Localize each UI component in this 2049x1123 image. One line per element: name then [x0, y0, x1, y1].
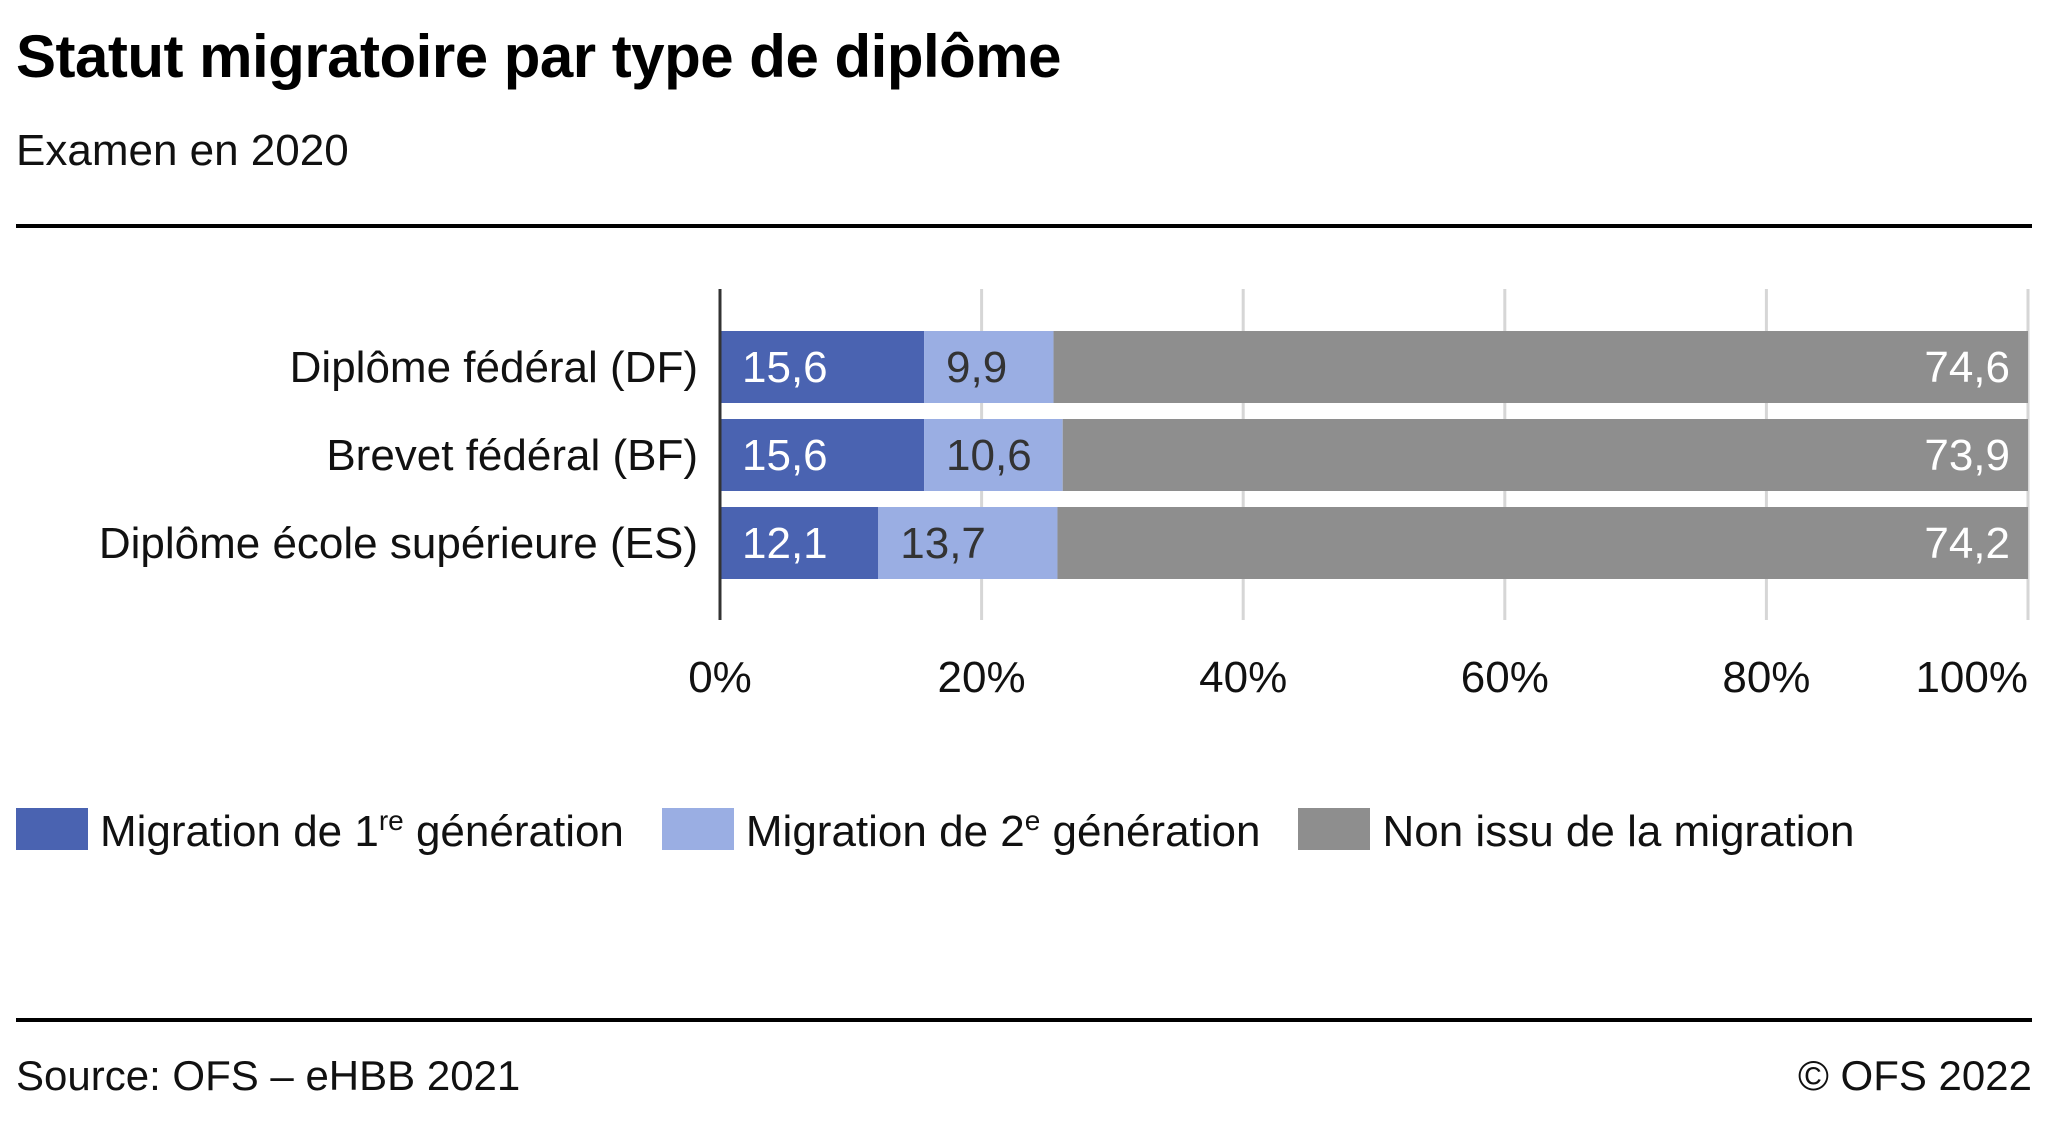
- data-label: 12,1: [742, 519, 828, 568]
- x-tick-label: 80%: [1722, 653, 1810, 702]
- stacked-bar-chart: 15,6 9,9 74,6 Diplôme fédéral (DF) 15,6 10,6 7…: [99, 289, 2030, 702]
- data-label: 73,9: [1924, 431, 2010, 480]
- legend-item: Migration de 1re génération: [16, 807, 624, 856]
- copyright-note: © OFS 2022: [1797, 1052, 2032, 1099]
- x-tick-label: 100%: [1915, 653, 2028, 702]
- x-tick-label: 0%: [688, 653, 752, 702]
- legend-item: Migration de 2e génération: [661, 805, 1261, 856]
- category-label: Brevet fédéral (BF): [326, 431, 698, 480]
- legend-item: Non issu de la migration: [1298, 807, 1855, 856]
- data-label: 74,2: [1924, 519, 2010, 568]
- source-note: Source: OFS – eHBB 2021: [16, 1052, 521, 1099]
- bar-segment-3-row-1: [1053, 331, 2028, 403]
- legend-label: Migration de 2: [745, 807, 1025, 856]
- category-label: Diplôme fédéral (DF): [290, 343, 698, 392]
- data-label: 9,9: [946, 343, 1007, 392]
- data-label: 15,6: [742, 431, 828, 480]
- x-tick-label: 40%: [1199, 653, 1287, 702]
- bar-segment-1-row-3: [720, 507, 879, 579]
- bar-segment-2-row-1: [924, 331, 1054, 403]
- x-tick-label: 60%: [1461, 653, 1549, 702]
- bottom-divider: [16, 1018, 2032, 1022]
- legend-label: Non issu de la migration: [1382, 807, 1855, 856]
- legend: Migration de 1re génération Migration de …: [16, 796, 1896, 868]
- bar-segment-3-row-3: [1057, 507, 2028, 579]
- x-tick-label: 20%: [938, 653, 1026, 702]
- bar-segment-2-row-3: [878, 507, 1058, 579]
- bar-segment-1-row-1: [720, 331, 925, 403]
- bar-segment-3-row-2: [1062, 419, 2028, 491]
- legend-swatch: [1298, 808, 1371, 850]
- data-label: 74,6: [1924, 343, 2010, 392]
- bar-segment-1-row-2: [720, 419, 925, 491]
- legend-label-superscript: re: [378, 805, 404, 836]
- bar-segment-2-row-2: [924, 419, 1063, 491]
- legend-swatch: [16, 808, 88, 850]
- data-label: 13,7: [900, 519, 986, 568]
- data-label: 15,6: [742, 343, 828, 392]
- legend-label-suffix: génération: [1040, 807, 1261, 856]
- legend-swatch: [661, 808, 734, 850]
- category-label: Diplôme école supérieure (ES): [99, 519, 698, 568]
- chart-subtitle: Examen en 2020: [16, 126, 349, 175]
- chart-title: Statut migratoire par type de diplôme: [16, 23, 1062, 90]
- top-divider: [16, 224, 2032, 228]
- legend-label: Migration de 1: [100, 807, 379, 856]
- legend-label-suffix: génération: [403, 807, 624, 856]
- data-label: 10,6: [946, 431, 1032, 480]
- legend-label-superscript: e: [1024, 805, 1041, 836]
